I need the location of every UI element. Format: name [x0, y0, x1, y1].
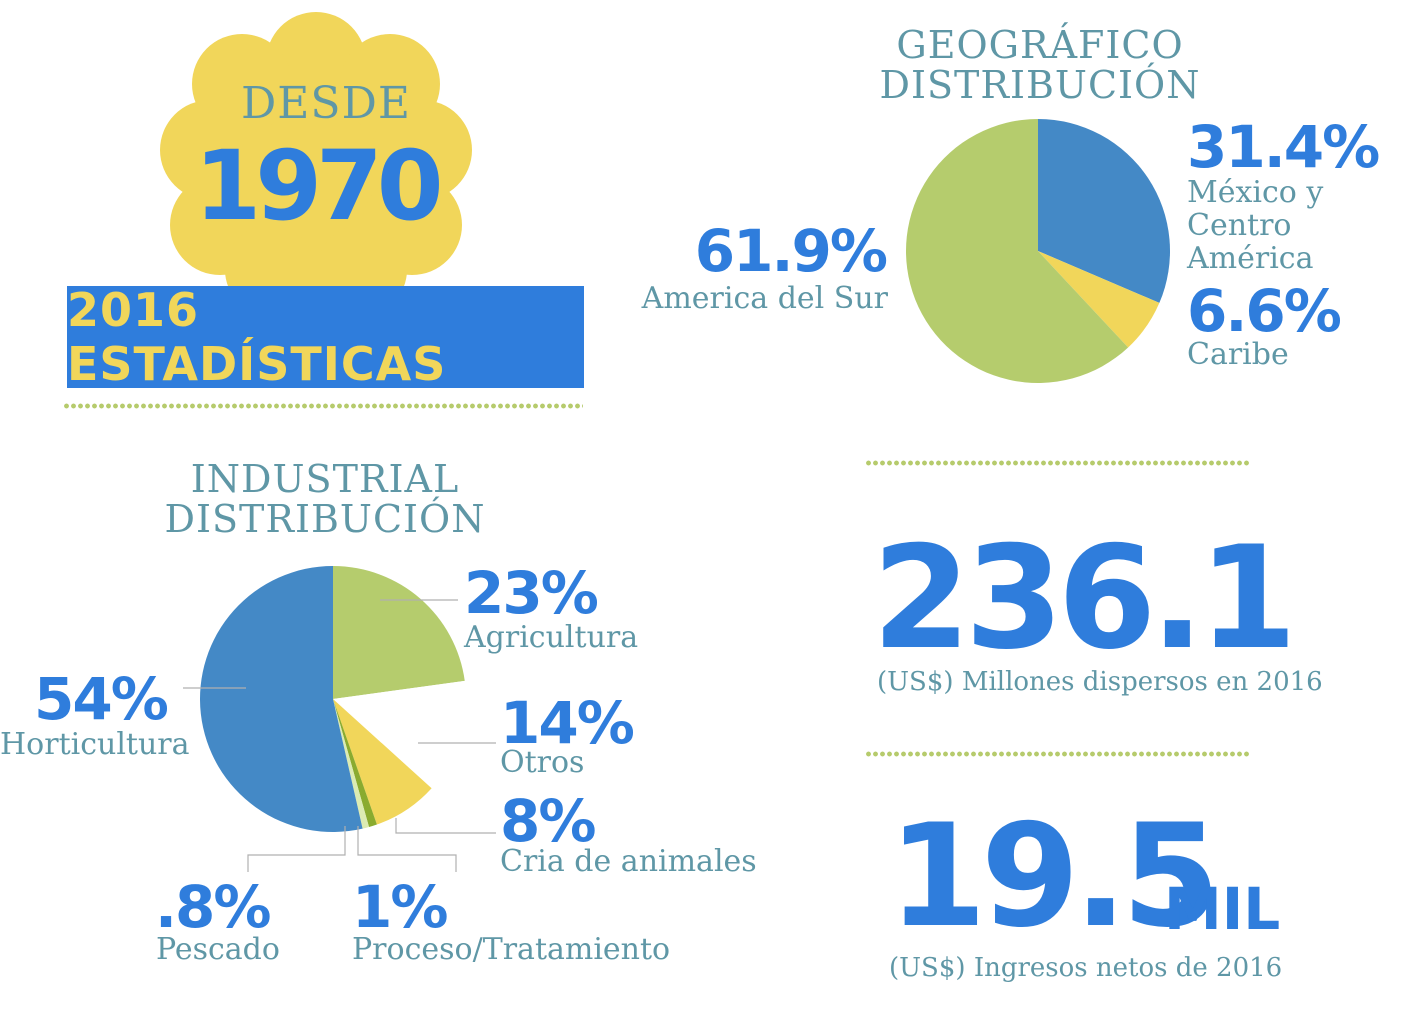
geo-label-pct: 6.6% [1187, 277, 1342, 345]
banner-label: 2016 ESTADÍSTICAS [67, 283, 447, 391]
geo-label-name: Caribe [1187, 337, 1289, 372]
pie-slice-m-xico-y-centro-am-rica [1038, 119, 1170, 303]
badge-desde: DESDE [241, 78, 411, 129]
pie-slice-agricultura [333, 566, 465, 699]
ind-label-pct: 23% [464, 559, 599, 627]
ind-label-name: Otros [500, 745, 585, 780]
geo-label-pct: 31.4% [1187, 113, 1380, 181]
banner: 2016 ESTADÍSTICAS [67, 283, 584, 391]
ind-label-pct: 8% [500, 787, 596, 855]
geo-label-name: America del Sur [641, 281, 888, 316]
pie-slice-caribe [1038, 251, 1160, 348]
ind-label-name: Agricultura [464, 620, 639, 655]
pie-slice-pescado [333, 699, 370, 829]
divider-dots [865, 459, 1250, 467]
geo-heading-line1: GEOGRÁFICO [896, 23, 1184, 67]
ind-label-pct: 54% [34, 665, 169, 733]
badge-year: 1970 [194, 130, 443, 242]
leader-line [395, 818, 496, 834]
geo-label-line: México y [1187, 175, 1324, 210]
divider-dots [63, 402, 583, 410]
ind-label-name: Cria de animales [500, 844, 757, 879]
pie-slice-america-del-sur [906, 119, 1129, 384]
dispersed-value: 236.1 [872, 516, 1297, 681]
income-unit: MIL [1164, 875, 1281, 943]
leader-line [247, 826, 346, 872]
income-caption: (US$) Ingresos netos de 2016 [889, 953, 1283, 983]
divider-dots [865, 750, 1250, 758]
pie-slice-otros [333, 680, 466, 789]
geo-label-pct: 61.9% [694, 217, 888, 285]
geo-label-name: México y Centro América [1187, 176, 1419, 275]
industrial-heading-line2: DISTRIBUCIÓN [164, 496, 486, 541]
ind-label-pct: 1% [352, 873, 448, 941]
ind-label-name: Proceso/Tratamiento [352, 932, 671, 967]
geo-label-line: Centro América [1187, 208, 1314, 276]
ind-label-pct: 14% [500, 689, 635, 757]
ind-label-pct: .8% [155, 873, 272, 941]
leader-line [357, 826, 457, 872]
industrial-heading-line1: INDUSTRIAL [190, 457, 460, 501]
income-value: 19.5 [888, 794, 1220, 959]
ind-label-name: Pescado [156, 932, 280, 967]
pie-slice-horticultura [200, 566, 363, 832]
pie-slice-proceso-tratamiento [333, 699, 377, 828]
geo-heading-line2: DISTRIBUCIÓN [879, 62, 1201, 107]
geo-heading: GEOGRÁFICO DISTRIBUCIÓN [860, 23, 1220, 107]
dispersed-caption: (US$) Millones dispersos en 2016 [877, 667, 1323, 697]
ind-label-name: Horticultura [0, 727, 190, 762]
industrial-heading: INDUSTRIAL DISTRIBUCIÓN [145, 457, 505, 541]
pie-slice-cria-de-animales [333, 699, 432, 825]
